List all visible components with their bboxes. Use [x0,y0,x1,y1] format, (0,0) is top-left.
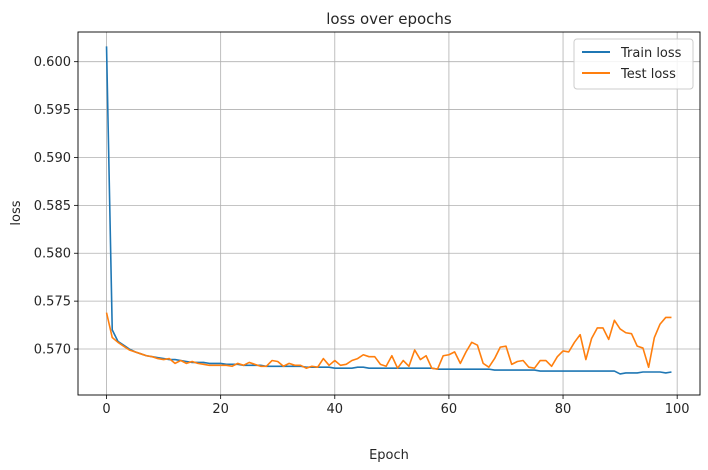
x-tick-label: 100 [665,402,690,417]
y-tick-label: 0.600 [34,55,71,70]
x-tick-label: 0 [102,402,110,417]
y-tick-label: 0.595 [34,103,71,118]
x-axis-label: Epoch [369,448,409,463]
x-tick-label: 20 [212,402,229,417]
chart-title: loss over epochs [326,10,452,28]
x-tick-label: 80 [555,402,572,417]
legend-label-test: Test loss [620,67,676,82]
y-tick-label: 0.590 [34,151,71,166]
series-layer [105,46,672,375]
ticks: 0 20 40 60 80 100 0.570 0.575 0.580 0.585 0.590 0.5… [34,55,690,417]
y-axis-label: loss [9,200,24,225]
x-tick-label: 40 [327,402,344,417]
legend-label-train: Train loss [620,46,682,61]
y-tick-label: 0.585 [34,199,71,214]
y-tick-label: 0.580 [34,247,71,262]
legend: Train loss Test loss [573,38,694,90]
y-tick-label: 0.570 [34,343,71,358]
y-tick-label: 0.575 [34,295,71,310]
x-tick-label: 60 [441,402,458,417]
series-line-test [105,312,672,370]
axes-frame [77,31,701,396]
series-line-train [105,46,672,375]
